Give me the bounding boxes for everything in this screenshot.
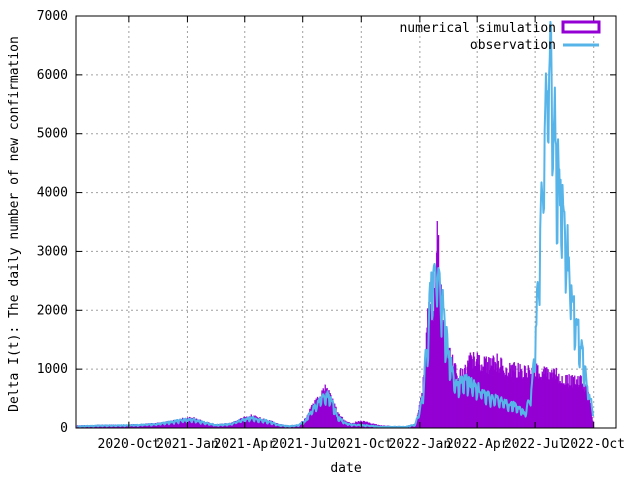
x-axis-title: date bbox=[330, 461, 361, 476]
x-tick-label: 2020-Oct bbox=[98, 437, 161, 452]
y-axis-title: Delta I(t): The daily number of new conf… bbox=[7, 36, 22, 412]
observation-line bbox=[76, 20, 595, 429]
plot-frame bbox=[75, 15, 617, 429]
x-tick-label: 2021-Jul bbox=[271, 437, 334, 452]
legend: numerical simulation observation bbox=[399, 20, 601, 53]
y-tick-label: 6000 bbox=[37, 68, 68, 83]
y-tick-label: 4000 bbox=[37, 186, 68, 201]
x-tick-label: 2022-Jan bbox=[389, 437, 452, 452]
legend-label-simulation: numerical simulation bbox=[399, 21, 556, 36]
observation-line-layer bbox=[76, 20, 595, 429]
x-tick-label: 2022-Oct bbox=[562, 437, 625, 452]
x-tick-label: 2021-Jan bbox=[156, 437, 219, 452]
y-tick-label: 5000 bbox=[37, 127, 68, 142]
legend-label-observation: observation bbox=[470, 38, 556, 53]
x-tick-label: 2021-Apr bbox=[213, 437, 276, 452]
y-tick-label: 3000 bbox=[37, 244, 68, 259]
y-tick-label: 2000 bbox=[37, 303, 68, 318]
simulation-bars bbox=[76, 221, 594, 429]
simulation-bar bbox=[591, 420, 594, 429]
y-tick-label: 0 bbox=[60, 421, 68, 436]
axis-ticks: 010002000300040005000600070002020-Oct202… bbox=[37, 9, 625, 452]
x-tick-label: 2021-Oct bbox=[330, 437, 393, 452]
legend-swatch-simulation bbox=[561, 20, 601, 34]
y-tick-label: 7000 bbox=[37, 9, 68, 24]
grid bbox=[76, 16, 616, 428]
x-tick-label: 2022-Jul bbox=[504, 437, 567, 452]
x-tick-label: 2022-Apr bbox=[446, 437, 509, 452]
y-tick-label: 1000 bbox=[37, 362, 68, 377]
